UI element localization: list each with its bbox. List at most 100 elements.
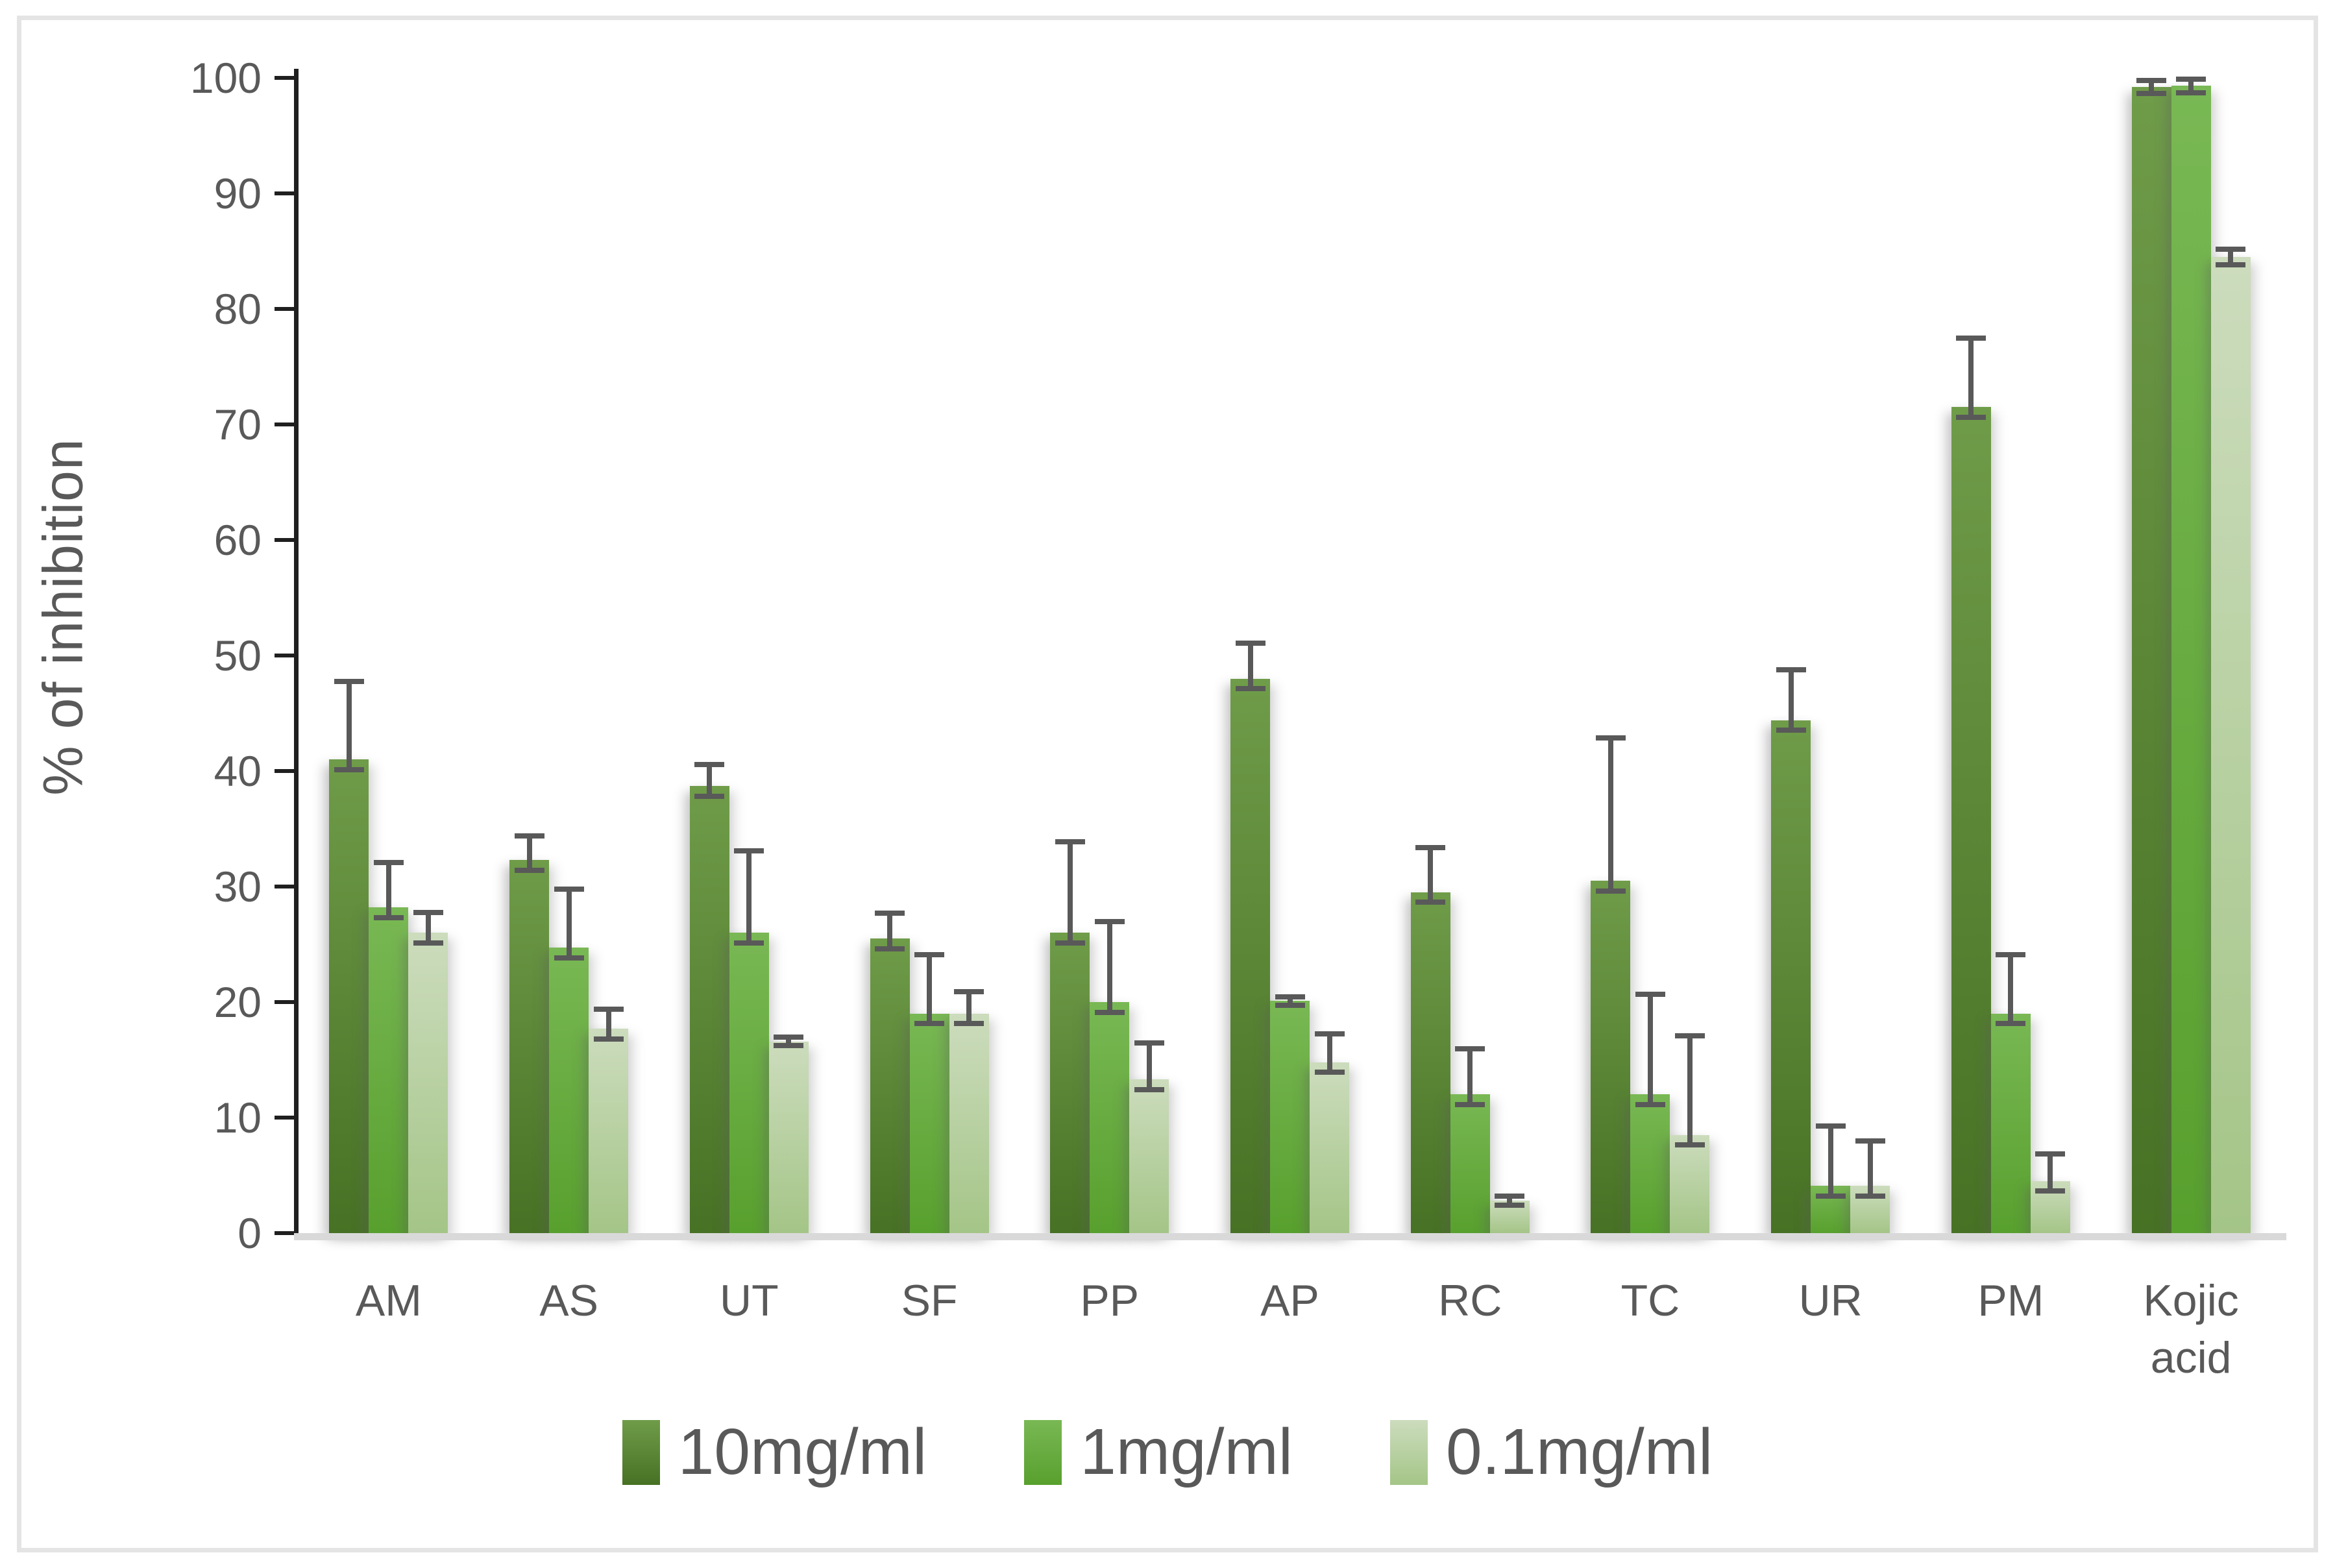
y-axis-title-text: % of inhibition [32, 437, 95, 796]
error-bar-1mg/ml-AS [549, 887, 589, 961]
error-bar-top-cap [2035, 1151, 2066, 1157]
error-bar-top-cap [1855, 1138, 1885, 1144]
y-tick-label: 80 [214, 285, 262, 333]
y-tick [275, 1116, 294, 1120]
error-bar-1mg/ml-AM [369, 860, 408, 920]
error-bar-bottom-cap [554, 955, 584, 961]
y-tick-label: 40 [214, 747, 262, 795]
error-bar-0.1mg/ml-UR [1850, 1138, 1890, 1199]
y-tick-label: 50 [214, 631, 262, 680]
error-bar-1mg/ml-TC [1630, 991, 1670, 1107]
error-bar-1mg/ml-PM [1991, 952, 2031, 1027]
bar-10mg/ml-RC [1410, 892, 1450, 1233]
legend-label-0.1mg/ml: 0.1mg/ml [1446, 1415, 1713, 1488]
error-bar-line [385, 860, 391, 920]
error-bar-10mg/ml-RC [1411, 844, 1450, 905]
error-bar-bottom-cap [1956, 414, 1987, 420]
bar-1mg/ml-AS [549, 948, 589, 1233]
error-bar-top-cap [774, 1034, 804, 1040]
y-tick-label: 0 [238, 1209, 262, 1257]
error-bar-line [566, 887, 572, 961]
x-category-label-Kojic acid: Kojic acid [2143, 1276, 2239, 1383]
error-bar-0.1mg/ml-Kojic acid [2211, 246, 2251, 267]
y-tick [275, 76, 294, 80]
y-tick [275, 538, 294, 542]
y-tick [275, 307, 294, 311]
error-bar-top-cap [373, 860, 404, 866]
error-bar-bottom-cap [1495, 1202, 1525, 1208]
x-category-label-AS: AS [539, 1276, 598, 1325]
bar-0.1mg/ml-TC [1670, 1134, 1710, 1233]
error-bar-line [2188, 77, 2194, 95]
error-bar-0.1mg/ml-UT [769, 1034, 809, 1049]
error-bar-10mg/ml-Kojic acid [2132, 78, 2171, 97]
x-category-label-SF: SF [901, 1276, 958, 1325]
y-tick-label: 70 [214, 400, 262, 448]
error-bar-top-cap [1055, 839, 1085, 845]
error-bar-line [927, 952, 933, 1027]
error-bar-bottom-cap [1815, 1193, 1846, 1199]
error-bar-1mg/ml-PP [1090, 918, 1129, 1015]
error-bar-10mg/ml-SF [870, 911, 910, 951]
y-tick-label: 20 [214, 978, 262, 1026]
error-bar-bottom-cap [514, 867, 544, 873]
y-tick-label: 30 [214, 863, 262, 911]
x-axis-line [294, 1233, 2286, 1240]
error-bar-bottom-cap [2035, 1188, 2066, 1194]
error-bar-bottom-cap [2176, 90, 2207, 95]
error-bar-bottom-cap [1094, 1009, 1125, 1015]
error-bar-bottom-cap [2216, 262, 2246, 267]
error-bar-line [1106, 918, 1112, 1015]
y-axis-line [294, 69, 299, 1238]
error-bar-top-cap [413, 909, 443, 915]
error-bar-0.1mg/ml-PP [1129, 1040, 1169, 1092]
error-bar-0.1mg/ml-AM [408, 909, 448, 946]
error-bar-top-cap [1674, 1033, 1705, 1039]
error-bar-line [2228, 246, 2234, 267]
error-bar-line [2048, 1151, 2053, 1194]
error-bar-top-cap [1996, 952, 2026, 958]
error-bar-line [526, 833, 532, 873]
legend-swatch-1mg/ml [1024, 1419, 1062, 1485]
error-bar-bottom-cap [593, 1036, 624, 1042]
bar-10mg/ml-AS [509, 860, 550, 1233]
bar-10mg/ml-UR [1771, 720, 1811, 1233]
error-bar-top-cap [1235, 640, 1265, 646]
bar-0.1mg/ml-UT [768, 1041, 809, 1233]
bar-10mg/ml-PM [1951, 407, 1991, 1233]
error-bar-10mg/ml-UR [1771, 667, 1811, 733]
error-bar-1mg/ml-Kojic acid [2171, 77, 2211, 95]
error-bar-top-cap [875, 911, 905, 916]
error-bar-bottom-cap [1455, 1101, 1485, 1107]
error-bar-bottom-cap [954, 1021, 984, 1027]
chart-outer-border [17, 16, 2318, 1552]
error-bar-top-cap [2136, 78, 2167, 83]
bar-1mg/ml-Kojic acid [2171, 86, 2211, 1233]
error-bar-top-cap [734, 848, 764, 854]
error-bar-line [1867, 1138, 1873, 1199]
y-tick [275, 423, 294, 426]
error-bar-10mg/ml-AS [509, 833, 549, 873]
error-bar-bottom-cap [875, 946, 905, 951]
error-bar-10mg/ml-PP [1050, 839, 1090, 946]
error-bar-line [707, 761, 713, 799]
bar-10mg/ml-PP [1050, 933, 1090, 1233]
error-bar-0.1mg/ml-TC [1670, 1033, 1709, 1148]
error-bar-line [346, 678, 352, 772]
bar-10mg/ml-SF [870, 938, 910, 1233]
x-category-label-RC: RC [1438, 1276, 1502, 1325]
error-bar-0.1mg/ml-AS [589, 1007, 628, 1042]
error-bar-1mg/ml-UT [729, 848, 769, 946]
error-bar-bottom-cap [1055, 940, 1085, 946]
y-tick-label: 100 [189, 54, 262, 102]
error-bar-bottom-cap [413, 940, 443, 946]
error-bar-top-cap [914, 952, 945, 958]
y-tick [275, 1000, 294, 1004]
error-bar-bottom-cap [1674, 1142, 1705, 1148]
error-bar-top-cap [1415, 844, 1446, 850]
error-bar-top-cap [1956, 335, 1987, 341]
legend-label-10mg/ml: 10mg/ml [678, 1415, 927, 1488]
bar-1mg/ml-TC [1630, 1094, 1670, 1233]
error-bar-line [1467, 1046, 1473, 1107]
